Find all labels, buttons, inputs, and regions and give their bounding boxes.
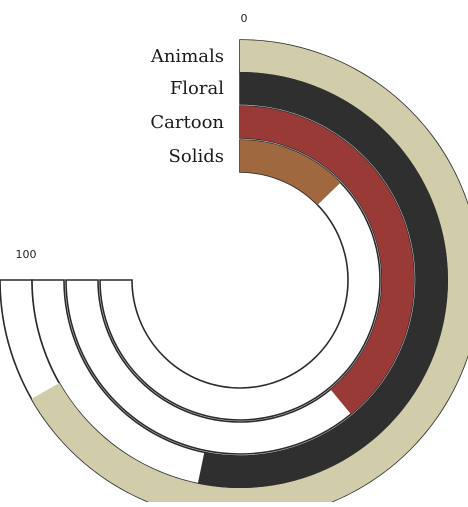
- tick-labels: 0 100: [16, 12, 248, 261]
- category-label-solids: Solids: [169, 146, 224, 167]
- ring-bars: [31, 40, 468, 507]
- category-label-floral: Floral: [170, 78, 224, 99]
- ring-bar-cartoon: [240, 106, 414, 415]
- category-labels: Animals Floral Cartoon Solids: [150, 46, 225, 167]
- category-label-animals: Animals: [150, 46, 224, 67]
- ring-bar-solids: [240, 140, 341, 205]
- tick-label-0: 0: [241, 12, 248, 25]
- tick-label-100: 100: [16, 248, 37, 261]
- category-label-cartoon: Cartoon: [150, 112, 224, 133]
- ring-track-solids: [99, 139, 381, 421]
- ring-bar-floral: [197, 72, 448, 488]
